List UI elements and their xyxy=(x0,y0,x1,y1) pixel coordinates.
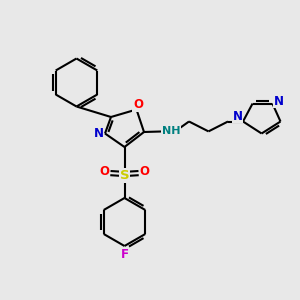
Text: NH: NH xyxy=(162,126,180,136)
Text: F: F xyxy=(121,248,128,261)
Text: O: O xyxy=(140,165,150,178)
Text: N: N xyxy=(273,94,284,108)
Text: N: N xyxy=(93,127,103,140)
Text: S: S xyxy=(120,169,129,182)
Text: N: N xyxy=(232,110,243,123)
Text: O: O xyxy=(99,165,110,178)
Text: O: O xyxy=(133,98,143,112)
